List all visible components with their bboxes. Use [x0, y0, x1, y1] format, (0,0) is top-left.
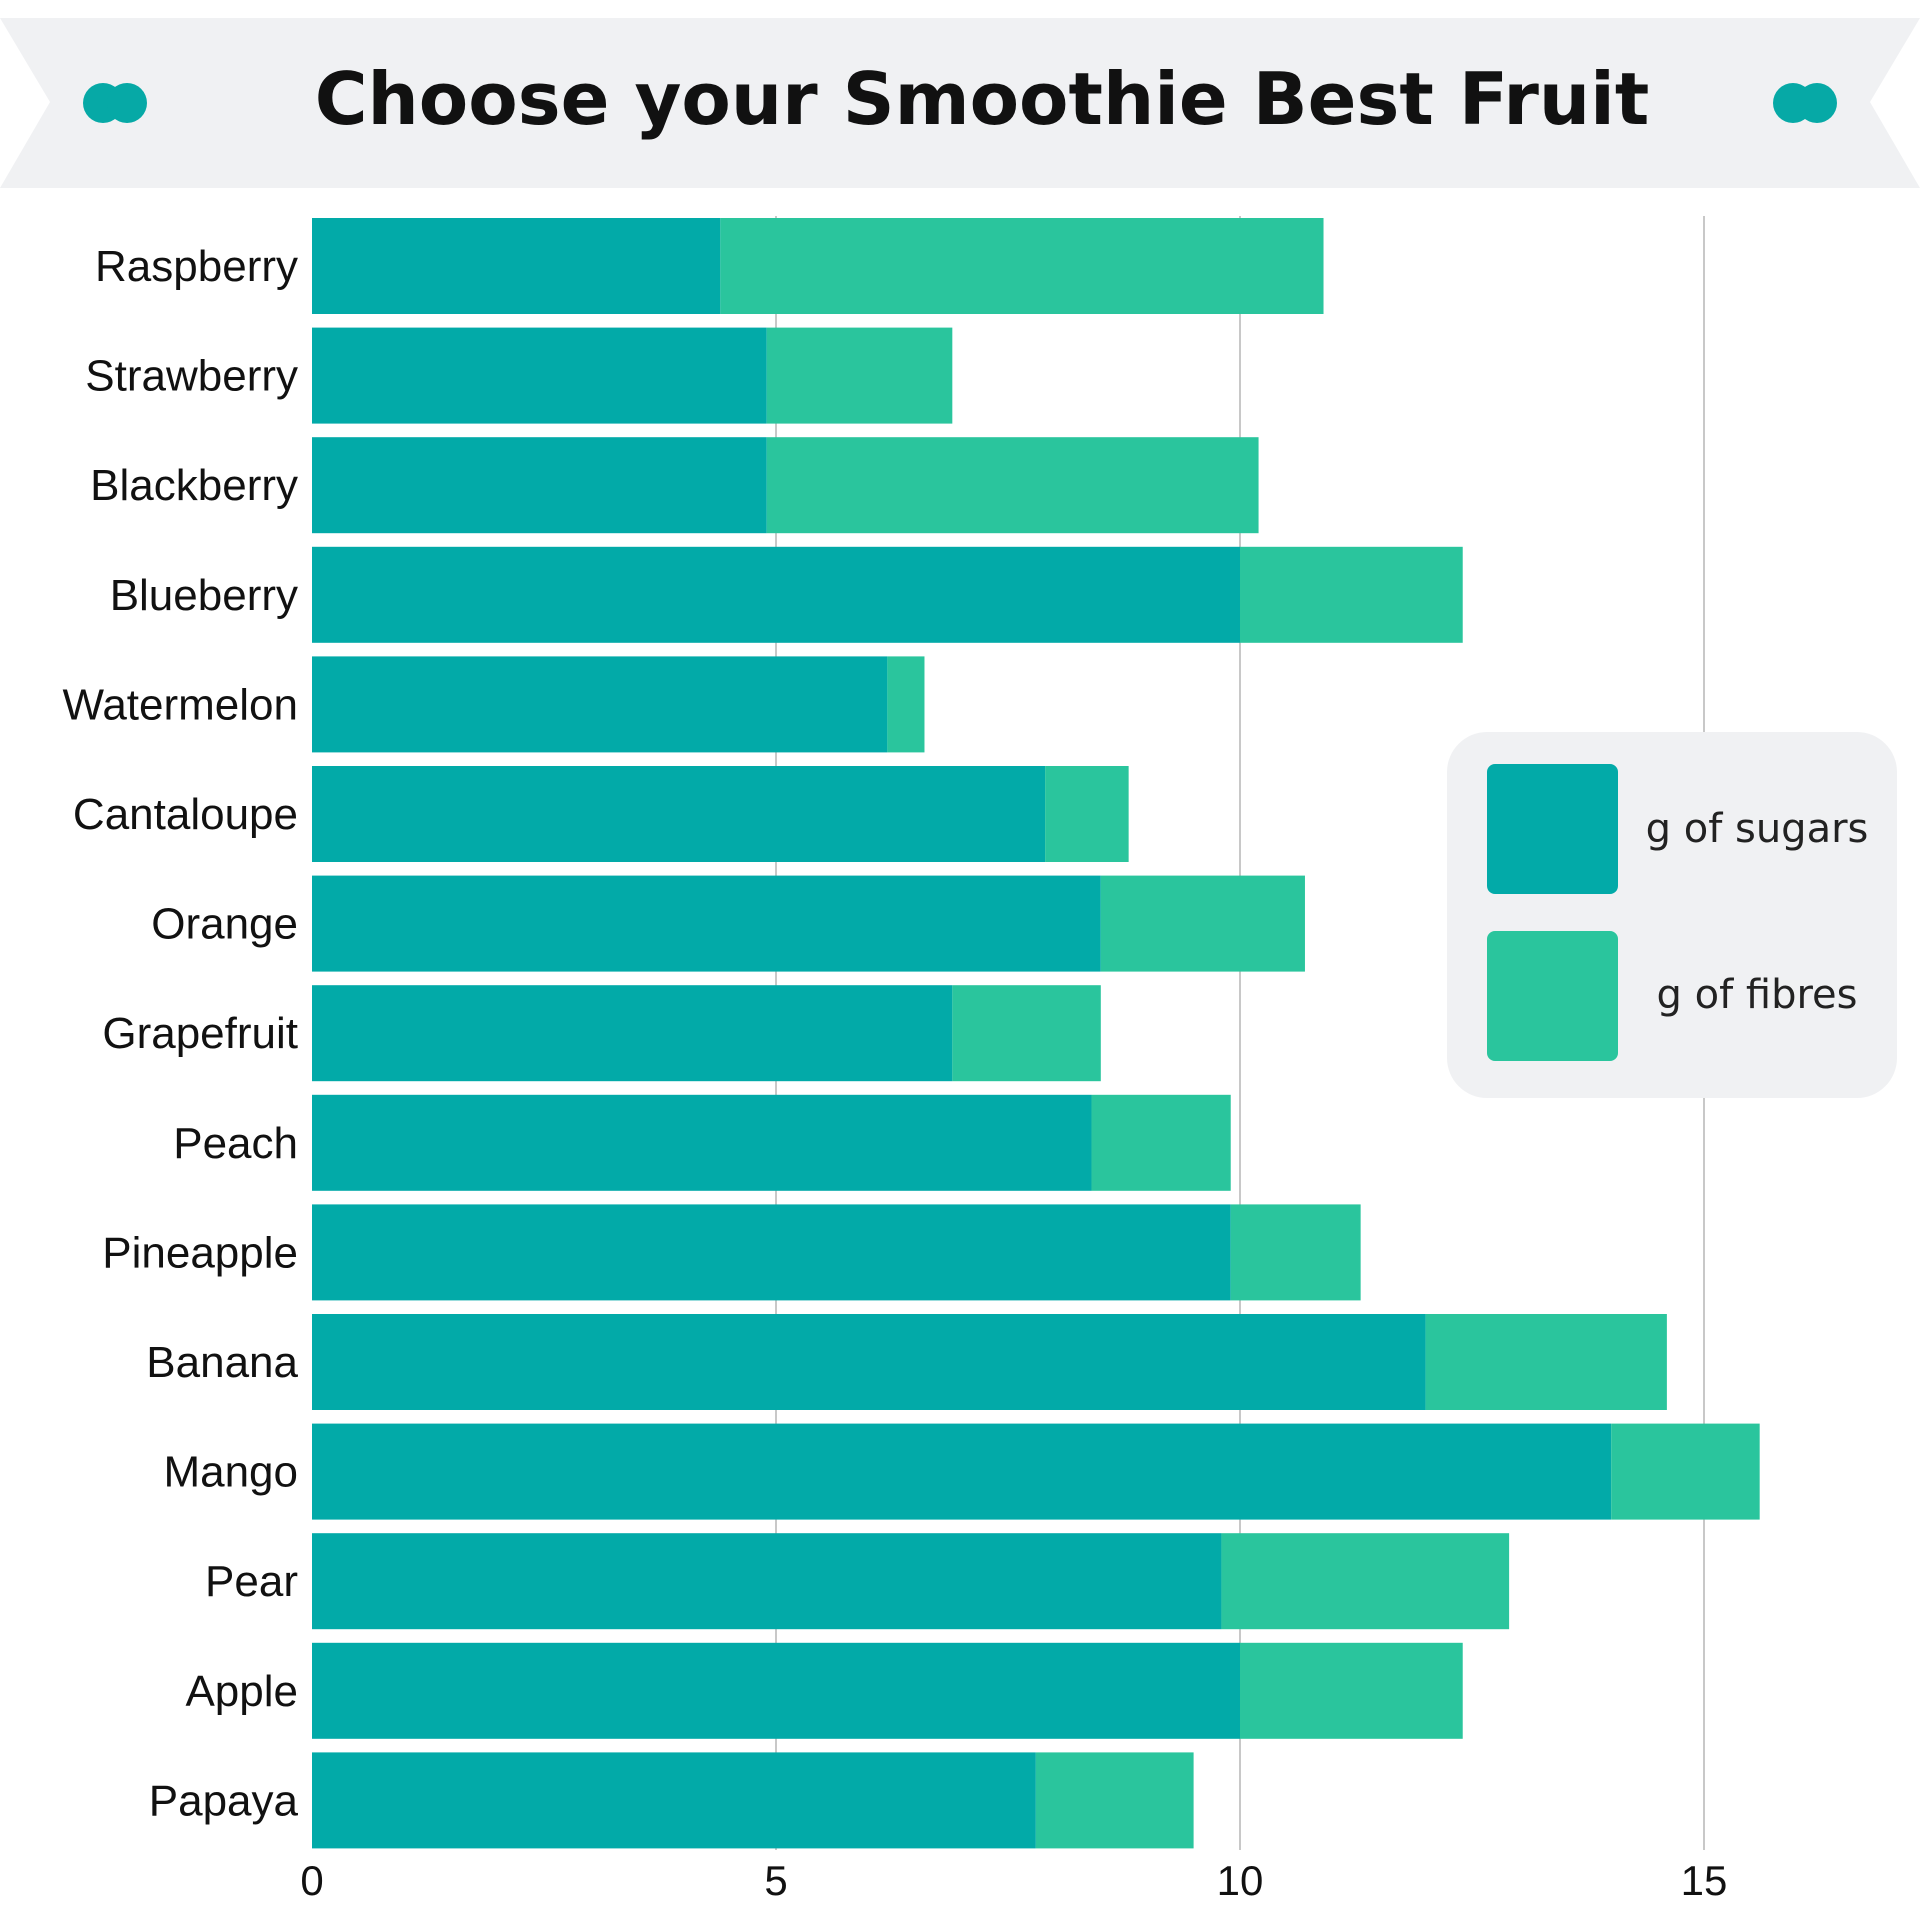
bar-blackberry-fibres	[766, 437, 1259, 534]
category-label-raspberry: Raspberry	[95, 242, 298, 291]
bar-strawberry-fibres	[766, 327, 953, 424]
category-label-watermelon: Watermelon	[62, 680, 298, 729]
category-label-mango: Mango	[163, 1448, 298, 1497]
bar-pear-sugars	[312, 1533, 1222, 1630]
legend: g of sugars g of fibres	[1447, 732, 1897, 1098]
bar-pineapple-sugars	[312, 1204, 1231, 1301]
legend-label-fibres: g of fibres	[1657, 972, 1858, 1018]
bar-watermelon-fibres	[887, 656, 925, 753]
bar-pear-fibres	[1221, 1533, 1510, 1630]
category-label-blackberry: Blackberry	[90, 461, 298, 510]
bar-orange-fibres	[1100, 875, 1305, 972]
bar-raspberry-fibres	[720, 218, 1324, 314]
x-tick-label-15: 15	[1681, 1857, 1728, 1904]
category-label-strawberry: Strawberry	[85, 352, 298, 401]
bars	[312, 218, 1760, 1849]
bar-peach-sugars	[312, 1094, 1092, 1191]
bar-cantaloupe-fibres	[1045, 766, 1129, 862]
category-label-grapefruit: Grapefruit	[102, 1009, 298, 1058]
x-tick-label-0: 0	[300, 1857, 323, 1904]
title-banner: Choose your Smoothie Best Fruit	[0, 18, 1920, 188]
bar-blueberry-fibres	[1240, 546, 1463, 643]
bar-watermelon-sugars	[312, 656, 888, 753]
bar-apple-fibres	[1240, 1642, 1463, 1739]
category-label-orange: Orange	[151, 900, 298, 949]
legend-swatch-fibres	[1487, 931, 1618, 1061]
bar-mango-sugars	[312, 1423, 1612, 1520]
legend-label-sugars: g of sugars	[1646, 806, 1869, 852]
category-label-cantaloupe: Cantaloupe	[73, 790, 298, 839]
bar-grapefruit-fibres	[952, 985, 1101, 1082]
category-labels: Raspberry Strawberry Blackberry Blueberry Wa…	[62, 242, 298, 1825]
left-ornament-icon	[83, 83, 147, 123]
bar-strawberry-sugars	[312, 327, 767, 424]
chart-title: Choose your Smoothie Best Fruit	[315, 57, 1650, 141]
bar-apple-sugars	[312, 1642, 1240, 1739]
bar-grapefruit-sugars	[312, 985, 953, 1082]
bar-banana-sugars	[312, 1314, 1426, 1410]
bar-mango-fibres	[1611, 1423, 1760, 1520]
x-axis-ticks: 0 5 10 15	[300, 1857, 1727, 1904]
x-tick-label-10: 10	[1217, 1857, 1264, 1904]
bar-blueberry-sugars	[312, 546, 1240, 643]
category-label-peach: Peach	[173, 1119, 298, 1168]
x-tick-label-5: 5	[764, 1857, 787, 1904]
category-label-pineapple: Pineapple	[102, 1228, 298, 1277]
bar-papaya-sugars	[312, 1752, 1036, 1849]
category-label-pear: Pear	[205, 1557, 298, 1606]
bar-peach-fibres	[1091, 1094, 1231, 1191]
legend-swatch-sugars	[1487, 764, 1618, 894]
category-label-banana: Banana	[146, 1338, 298, 1387]
category-label-apple: Apple	[185, 1667, 298, 1716]
category-label-blueberry: Blueberry	[110, 571, 298, 620]
bar-banana-fibres	[1425, 1314, 1667, 1410]
bar-raspberry-sugars	[312, 218, 721, 314]
bar-cantaloupe-sugars	[312, 766, 1046, 862]
category-label-papaya: Papaya	[149, 1776, 299, 1825]
bar-papaya-fibres	[1035, 1752, 1194, 1849]
right-ornament-icon	[1773, 83, 1837, 123]
bar-pineapple-fibres	[1230, 1204, 1361, 1301]
title-banner-shape	[0, 18, 1920, 188]
bar-blackberry-sugars	[312, 437, 767, 534]
bar-orange-sugars	[312, 875, 1101, 972]
